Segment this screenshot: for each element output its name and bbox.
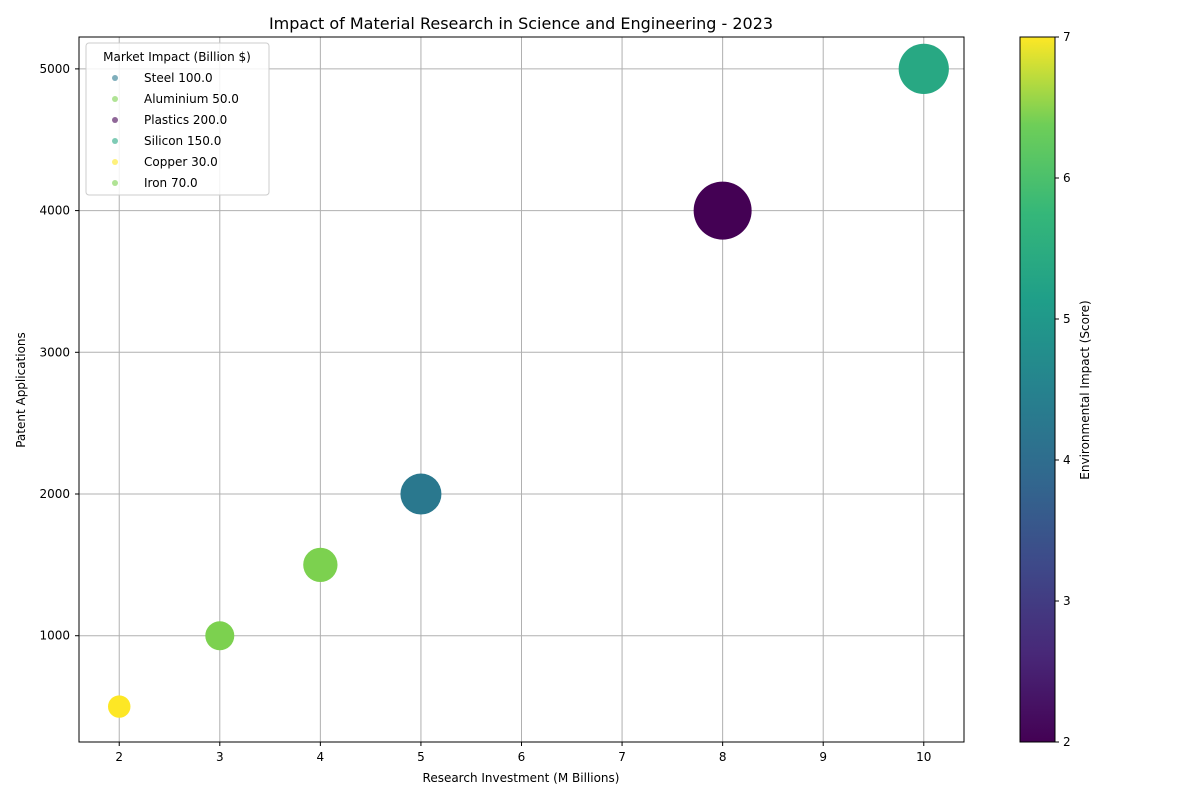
legend-entry-label: Iron 70.0 [144,176,198,190]
legend-marker [112,96,118,102]
data-point-silicon [898,43,949,94]
legend-marker [112,75,118,81]
colorbar-gradient [1019,36,1056,743]
x-tick-label: 9 [819,750,827,764]
legend: Market Impact (Billion $) Steel 100.0 Alu… [85,42,270,196]
data-point-steel [400,473,442,515]
data-point-copper [107,695,131,718]
x-axis-ticks: 2 3 4 5 6 7 8 9 10 [115,742,931,764]
legend-entry-label: Aluminium 50.0 [144,92,239,106]
legend-box [85,42,270,196]
y-tick-label: 4000 [39,204,70,218]
data-point-plastics [693,181,752,240]
y-tick-label: 5000 [39,62,70,76]
colorbar-tick-label: 7 [1063,30,1071,44]
x-tick-label: 5 [417,750,425,764]
legend-marker [112,117,118,123]
y-tick-label: 2000 [39,487,70,501]
colorbar: 2 3 4 5 6 7 Environmental Impact (Score) [1019,30,1092,749]
x-tick-label: 7 [618,750,626,764]
y-tick-label: 3000 [39,345,70,359]
legend-marker [112,138,118,144]
x-tick-label: 2 [115,750,123,764]
colorbar-tick-label: 3 [1063,594,1071,608]
x-axis-label: Research Investment (M Billions) [423,771,620,785]
data-point-aluminium [205,621,235,651]
x-tick-label: 8 [719,750,727,764]
x-tick-label: 6 [518,750,526,764]
x-tick-label: 10 [916,750,931,764]
colorbar-tick-label: 5 [1063,312,1071,326]
colorbar-tick-label: 6 [1063,171,1071,185]
colorbar-tick-label: 4 [1063,453,1071,467]
legend-entry-label: Steel 100.0 [144,71,213,85]
y-axis-label: Patent Applications [14,332,28,448]
legend-entry-label: Copper 30.0 [144,155,218,169]
colorbar-label: Environmental Impact (Score) [1078,300,1092,479]
colorbar-tick-label: 2 [1063,735,1071,749]
y-tick-label: 1000 [39,629,70,643]
x-tick-label: 3 [216,750,224,764]
legend-title: Market Impact (Billion $) [103,50,251,64]
grid [79,37,964,742]
data-points [107,43,949,718]
chart-title: Impact of Material Research in Science a… [269,14,773,33]
legend-marker [112,180,118,186]
data-point-iron [303,547,338,583]
y-axis-ticks: 1000 2000 3000 4000 5000 [39,62,79,643]
legend-entry-label: Plastics 200.0 [144,113,227,127]
legend-entry-label: Silicon 150.0 [144,134,221,148]
colorbar-ticks: 2 3 4 5 6 7 [1055,30,1071,749]
legend-marker [112,159,118,165]
x-tick-label: 4 [317,750,325,764]
legend-entries: Steel 100.0 Aluminium 50.0 Plastics 200.0 S… [112,71,239,190]
